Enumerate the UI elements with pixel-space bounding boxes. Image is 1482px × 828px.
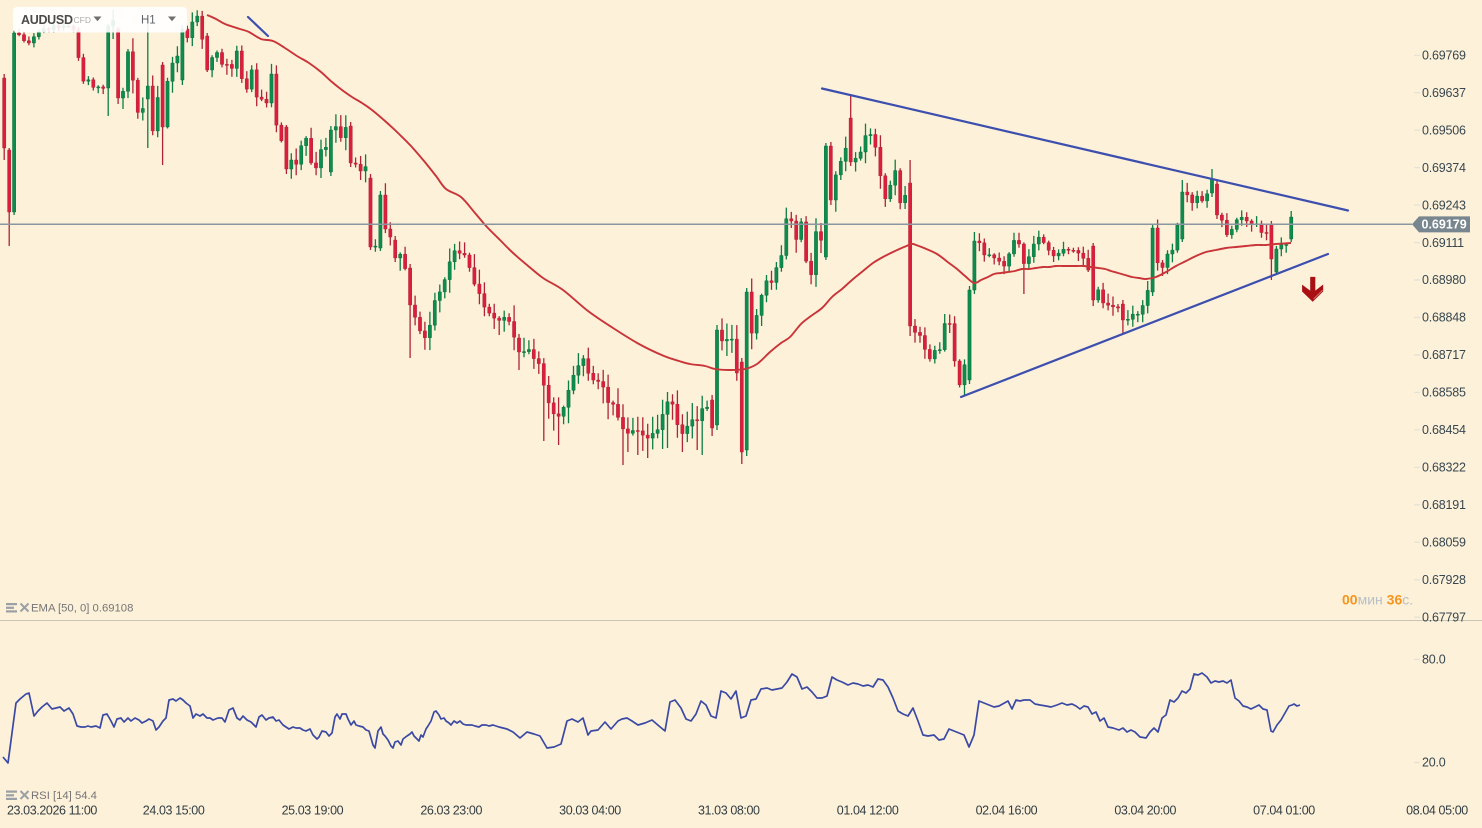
svg-text:AUDUSD: AUDUSD (21, 13, 73, 27)
svg-text:03.04 20:00: 03.04 20:00 (1114, 804, 1176, 818)
svg-text:0.69243: 0.69243 (1422, 198, 1466, 212)
svg-text:0.67797: 0.67797 (1422, 610, 1466, 624)
svg-text:0.69111: 0.69111 (1422, 236, 1464, 250)
svg-text:0.69769: 0.69769 (1422, 49, 1466, 63)
svg-text:30.03 04:00: 30.03 04:00 (559, 804, 621, 818)
svg-text:0.69637: 0.69637 (1422, 86, 1466, 100)
svg-text:25.03 19:00: 25.03 19:00 (282, 804, 344, 818)
svg-text:02.04 16:00: 02.04 16:00 (976, 804, 1038, 818)
svg-text:0.69506: 0.69506 (1422, 123, 1466, 137)
svg-text:0.69179: 0.69179 (1422, 218, 1467, 232)
svg-text:0.68322: 0.68322 (1422, 461, 1466, 475)
svg-text:0.68848: 0.68848 (1422, 311, 1466, 325)
svg-text:26.03 23:00: 26.03 23:00 (420, 804, 482, 818)
svg-text:0.69374: 0.69374 (1422, 161, 1466, 175)
svg-text:0.68191: 0.68191 (1422, 498, 1466, 512)
svg-text:EMA [50, 0] 0.69108: EMA [50, 0] 0.69108 (31, 603, 133, 615)
svg-text:RSI [14] 54.4: RSI [14] 54.4 (31, 790, 97, 802)
svg-text:0.68454: 0.68454 (1422, 423, 1466, 437)
svg-text:0.67928: 0.67928 (1422, 573, 1466, 587)
svg-text:23.03.2026 11:00: 23.03.2026 11:00 (7, 804, 97, 818)
svg-text:24.03 15:00: 24.03 15:00 (143, 804, 205, 818)
svg-text:01.04 12:00: 01.04 12:00 (837, 804, 899, 818)
svg-text:80.0: 80.0 (1422, 653, 1446, 667)
svg-text:H1: H1 (141, 15, 156, 27)
svg-text:0.68980: 0.68980 (1422, 273, 1466, 287)
svg-text:CFD: CFD (74, 15, 91, 25)
svg-text:31.03 08:00: 31.03 08:00 (698, 804, 760, 818)
svg-text:08.04 05:00: 08.04 05:00 (1406, 804, 1468, 818)
svg-text:07.04 01:00: 07.04 01:00 (1253, 804, 1315, 818)
svg-text:0.68585: 0.68585 (1422, 386, 1466, 400)
svg-text:0.68059: 0.68059 (1422, 535, 1466, 549)
svg-text:20.0: 20.0 (1422, 756, 1446, 770)
svg-text:0.68717: 0.68717 (1422, 348, 1466, 362)
svg-text:00мин 36с.: 00мин 36с. (1342, 592, 1413, 608)
